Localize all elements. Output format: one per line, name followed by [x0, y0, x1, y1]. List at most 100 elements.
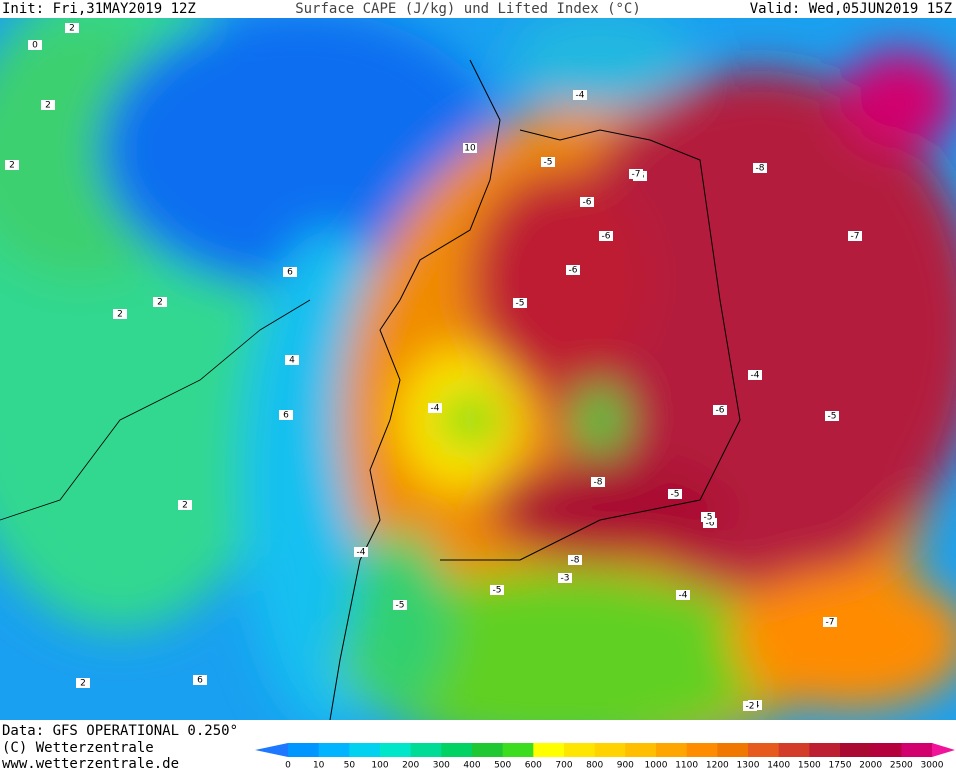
isoline-label: -8 [756, 164, 765, 174]
colorbar-label: 900 [617, 761, 634, 771]
colorbar-segment [349, 743, 381, 757]
label-box [566, 265, 580, 275]
isoline-label: -4 [357, 548, 366, 558]
map-title: Surface CAPE (J/kg) und Lifted Index (°C… [295, 1, 641, 17]
colorbar-arrow-right [932, 743, 955, 757]
label-box [591, 477, 605, 487]
colorbar-label: 500 [494, 761, 511, 771]
label-box [743, 701, 757, 711]
label-box [513, 298, 527, 308]
data-source: Data: GFS OPERATIONAL 0.250° [2, 723, 238, 739]
colorbar-label: 2500 [890, 761, 913, 771]
isoline-label: 6 [283, 411, 289, 421]
colorbar-label: 1500 [798, 761, 821, 771]
label-box [113, 309, 127, 319]
isoline-label: -6 [569, 266, 578, 276]
colorbar-segment [656, 743, 688, 757]
colorbar-label: 1300 [737, 761, 760, 771]
colorbar-segment [441, 743, 473, 757]
colorbar-segment [778, 743, 810, 757]
colorbar-label: 10 [313, 761, 325, 771]
label-box [676, 590, 690, 600]
colorbar-segment [318, 743, 350, 757]
colorbar-label: 700 [555, 761, 572, 771]
isoline-label: 2 [80, 679, 86, 689]
label-box [568, 555, 582, 565]
isoline-label: 2 [9, 161, 15, 171]
colorbar-arrow-left [255, 743, 288, 757]
isoline-label: -4 [751, 371, 760, 381]
colorbar-segment [870, 743, 902, 757]
isoline-label: -5 [493, 586, 502, 596]
isoline-label: -6 [602, 232, 611, 242]
colorbar-segment [533, 743, 565, 757]
colorbar-segment [380, 743, 412, 757]
label-box [285, 355, 299, 365]
colorbar-segment [625, 743, 657, 757]
isoline-label: -4 [431, 404, 440, 414]
label-box [748, 370, 762, 380]
label-box [573, 90, 587, 100]
isoline-label: 2 [45, 101, 51, 111]
isoline-label: -2 [746, 702, 755, 712]
colorbar-label: 1000 [645, 761, 668, 771]
label-box [279, 410, 293, 420]
colorbar-label: 2000 [859, 761, 882, 771]
label-box [5, 160, 19, 170]
isoline-label: 10 [464, 144, 476, 154]
map [0, 18, 956, 720]
isoline-label: -5 [704, 513, 713, 523]
label-box [28, 40, 42, 50]
label-box [701, 512, 715, 522]
label-box [753, 163, 767, 173]
copyright: (C) Wetterzentrale [2, 740, 154, 756]
isoline-label: -7 [826, 618, 835, 628]
isoline-label: -4 [576, 91, 585, 101]
isoline-label: 2 [157, 298, 163, 308]
label-box [393, 600, 407, 610]
website: www.wetterzentrale.de [2, 756, 179, 770]
label-box [629, 169, 643, 179]
colorbar-segment [502, 743, 534, 757]
isoline-label: 2 [182, 501, 188, 511]
label-box [428, 403, 442, 413]
colorbar: 0 10 50 100 200 300 400 500 600 700 800 900 1000 1100… [255, 743, 955, 771]
label-box [848, 231, 862, 241]
label-box [668, 489, 682, 499]
label-box [580, 197, 594, 207]
colorbar-segment [748, 743, 780, 757]
colorbar-segment [717, 743, 749, 757]
colorbar-label: 1200 [706, 761, 729, 771]
colorbar-segment [809, 743, 841, 757]
isoline-label: 4 [289, 356, 295, 366]
isoline-label: 2 [117, 310, 123, 320]
isoline-label: 0 [32, 41, 38, 51]
colorbar-label: 1400 [767, 761, 790, 771]
colorbar-label: 800 [586, 761, 603, 771]
colorbar-label: 100 [371, 761, 388, 771]
isoline-label: -3 [561, 574, 570, 584]
isoline-label: -6 [706, 519, 715, 529]
isoline-label: 6 [197, 676, 203, 686]
label-box [599, 231, 613, 241]
label-box [193, 675, 207, 685]
isoline-label: -8 [594, 478, 603, 488]
label-box [558, 573, 572, 583]
isoline-labels: 2022106224622-5-4-5-6-7-6-8-5-6-7-4-5-6-… [5, 23, 862, 712]
isoline-label: -5 [828, 412, 837, 422]
isoline-label: -4 [679, 591, 688, 601]
colorbar-segment [840, 743, 872, 757]
label-box [41, 100, 55, 110]
colorbar-label: 400 [463, 761, 480, 771]
label-box [153, 297, 167, 307]
colorbar-segment [686, 743, 718, 757]
isoline-label: 2 [69, 24, 75, 34]
valid-time: Valid: Wed,05JUN2019 15Z [750, 1, 952, 17]
colorbar-label: 3000 [921, 761, 944, 771]
label-box [490, 585, 504, 595]
isoline-label: -7 [632, 170, 641, 180]
label-box [541, 157, 555, 167]
isoline-label: -5 [396, 601, 405, 611]
colorbar-label: 1750 [829, 761, 852, 771]
